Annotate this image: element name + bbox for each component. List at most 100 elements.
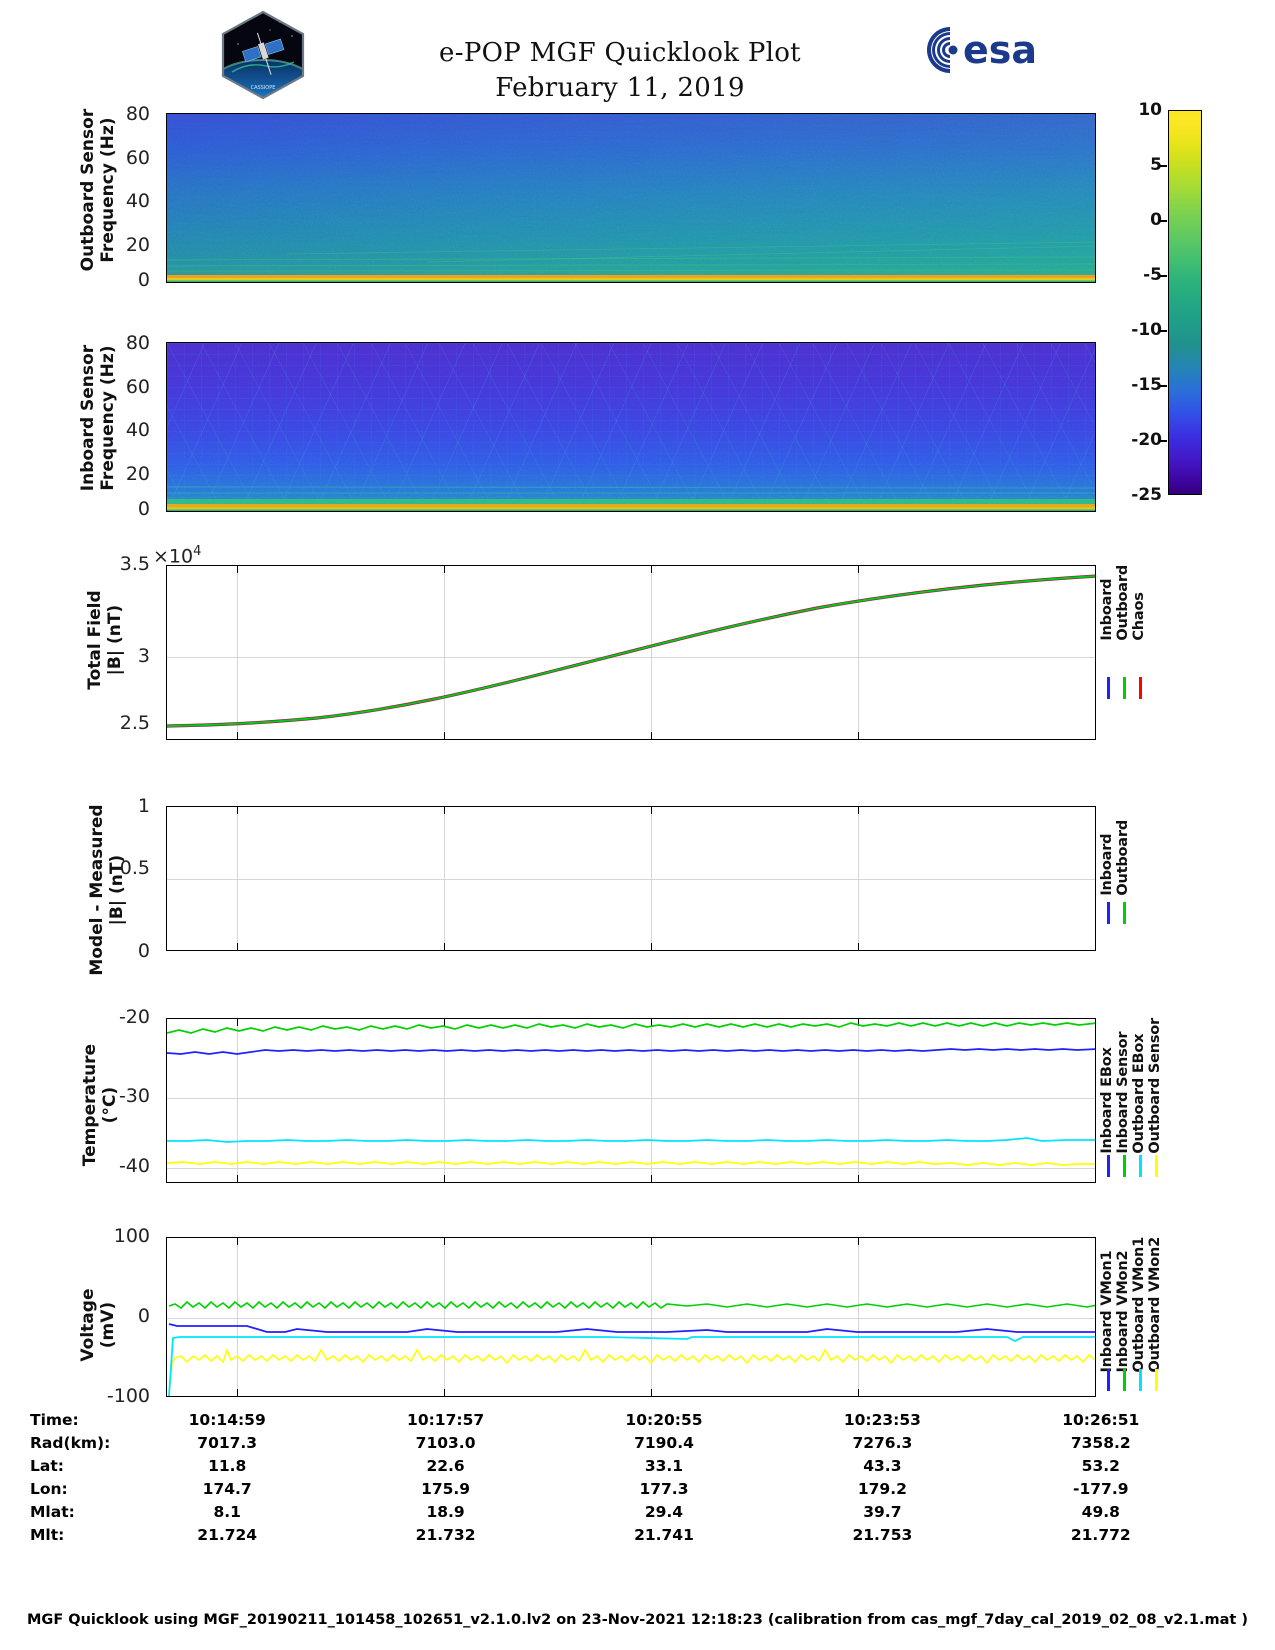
page-header: CASSIOPE e-POP MGF Quicklook Plot Februa… [0, 0, 1275, 105]
cell: 53.2 [1081, 1456, 1120, 1475]
legend-swatch [1116, 1369, 1132, 1391]
cell: 21.724 [197, 1525, 258, 1544]
table-row: Lat: 11.8 22.6 33.1 43.3 53.2 [30, 1454, 1210, 1477]
cell: 22.6 [426, 1456, 465, 1475]
legend-label: Outboard EBox [1131, 1033, 1147, 1154]
legend-swatch [1132, 1369, 1148, 1391]
legend-swatch [1100, 677, 1116, 699]
page-title: e-POP MGF Quicklook Plot February 11, 20… [330, 36, 910, 105]
footer-provenance: MGF Quicklook using MGF_20190211_101458_… [26, 1612, 1248, 1628]
chart-voltage[interactable] [166, 1237, 1096, 1397]
cell: -177.9 [1073, 1479, 1129, 1498]
colorbar-tick: -5 [1143, 265, 1162, 285]
cell: 179.2 [857, 1479, 907, 1498]
spectrogram-inboard[interactable] [166, 342, 1096, 512]
legend-label: Outboard [1115, 820, 1131, 896]
ytick: 0 [137, 1305, 150, 1327]
ytick: 40 [125, 419, 150, 441]
cassiope-mission-patch-icon: CASSIOPE [218, 10, 308, 100]
ytick: -40 [118, 1155, 150, 1177]
cell: 175.9 [421, 1479, 471, 1498]
colorbar-tick: 10 [1138, 100, 1162, 120]
ytick: 3.5 [119, 553, 150, 575]
cell: 33.1 [644, 1456, 684, 1475]
legend-swatch [1148, 1155, 1164, 1177]
colorbar-gradient [1168, 110, 1202, 495]
cell: 7276.3 [852, 1433, 913, 1452]
cell: 10:20:55 [625, 1410, 703, 1429]
row-label: Mlt: [30, 1525, 65, 1544]
info-table-body: Time: 10:14:59 10:17:57 10:20:55 10:23:5… [30, 1408, 1210, 1546]
ytick: 0 [137, 269, 150, 291]
cell: 10:17:57 [407, 1410, 485, 1429]
table-row: Rad(km): 7017.3 7103.0 7190.4 7276.3 735… [30, 1431, 1210, 1454]
legend-label: Outboard [1115, 565, 1131, 641]
ytick: -20 [118, 1006, 150, 1028]
row-label: Rad(km): [30, 1433, 111, 1452]
legend-swatch [1116, 902, 1132, 924]
title-line-2: February 11, 2019 [495, 72, 745, 103]
cell: 29.4 [644, 1502, 684, 1521]
table-row: Mlat: 8.1 18.9 29.4 39.7 49.8 [30, 1500, 1210, 1523]
cell: 7017.3 [197, 1433, 258, 1452]
cell: 21.741 [634, 1525, 694, 1544]
cell: 174.7 [202, 1479, 252, 1498]
svg-text:CASSIOPE: CASSIOPE [251, 85, 276, 91]
row-label: Time: [30, 1410, 79, 1429]
legend-swatch [1132, 1155, 1148, 1177]
legend-swatch [1148, 1369, 1164, 1391]
colorbar-tick: -15 [1131, 375, 1162, 395]
cell: 11.8 [208, 1456, 247, 1475]
ytick: 0.5 [119, 857, 150, 879]
ytick: 100 [113, 1225, 150, 1247]
ytick: -100 [106, 1385, 150, 1407]
legend-swatch [1116, 1155, 1132, 1177]
ytick: 60 [125, 376, 150, 398]
legend-label: Inboard EBox [1099, 1047, 1115, 1154]
row-label: Lat: [30, 1456, 64, 1475]
table-row: Lon: 174.7 175.9 177.3 179.2 -177.9 [30, 1477, 1210, 1500]
table-row: Time: 10:14:59 10:17:57 10:20:55 10:23:5… [30, 1408, 1210, 1431]
cell: 7358.2 [1070, 1433, 1131, 1452]
legend-label: Inboard [1099, 578, 1115, 641]
chart-model-minus-measured[interactable] [166, 806, 1096, 951]
table-row: Mlt: 21.724 21.732 21.741 21.753 21.772 [30, 1523, 1210, 1546]
ytick: 2.5 [119, 712, 150, 734]
legend-swatch [1132, 677, 1148, 699]
chart-temperature[interactable] [166, 1018, 1096, 1183]
cell: 8.1 [213, 1502, 241, 1521]
esa-logo-icon: esa [925, 25, 1045, 75]
ytick: 60 [125, 147, 150, 169]
row-label: Mlat: [30, 1502, 75, 1521]
ytick: 0 [137, 940, 150, 962]
cell: 18.9 [426, 1502, 465, 1521]
cell: 21.753 [852, 1525, 913, 1544]
cell: 10:26:51 [1062, 1410, 1140, 1429]
legend-label: Inboard VMon1 [1099, 1250, 1115, 1373]
chart-total-field[interactable] [166, 565, 1096, 740]
title-line-1: e-POP MGF Quicklook Plot [439, 38, 801, 68]
legend-label: Outboard VMon2 [1147, 1237, 1163, 1373]
cell: 21.732 [415, 1525, 476, 1544]
legend-swatch [1100, 1155, 1116, 1177]
cell: 43.3 [863, 1456, 902, 1475]
cell: 21.772 [1070, 1525, 1131, 1544]
legend-swatch [1100, 902, 1116, 924]
cell: 39.7 [863, 1502, 902, 1521]
colorbar-tick: -10 [1131, 320, 1162, 340]
esa-wordmark: esa [963, 28, 1037, 72]
colorbar: 10 5 0 -5 -10 -15 -20 -25 [1131, 100, 1202, 505]
colorbar-tick: 0 [1150, 210, 1162, 230]
ytick: 40 [125, 190, 150, 212]
legend-swatch [1100, 1369, 1116, 1391]
legend-label: Chaos [1131, 592, 1147, 641]
ytick: 20 [125, 234, 150, 256]
spectrogram-outboard[interactable] [166, 113, 1096, 283]
cell: 177.3 [639, 1479, 689, 1498]
ytick: -30 [118, 1085, 150, 1107]
colorbar-tick: -20 [1131, 430, 1162, 450]
cell: 7103.0 [415, 1433, 476, 1452]
ytick: 80 [125, 103, 150, 125]
ytick: 1 [137, 795, 150, 817]
legend-label: Inboard Sensor [1115, 1031, 1131, 1154]
